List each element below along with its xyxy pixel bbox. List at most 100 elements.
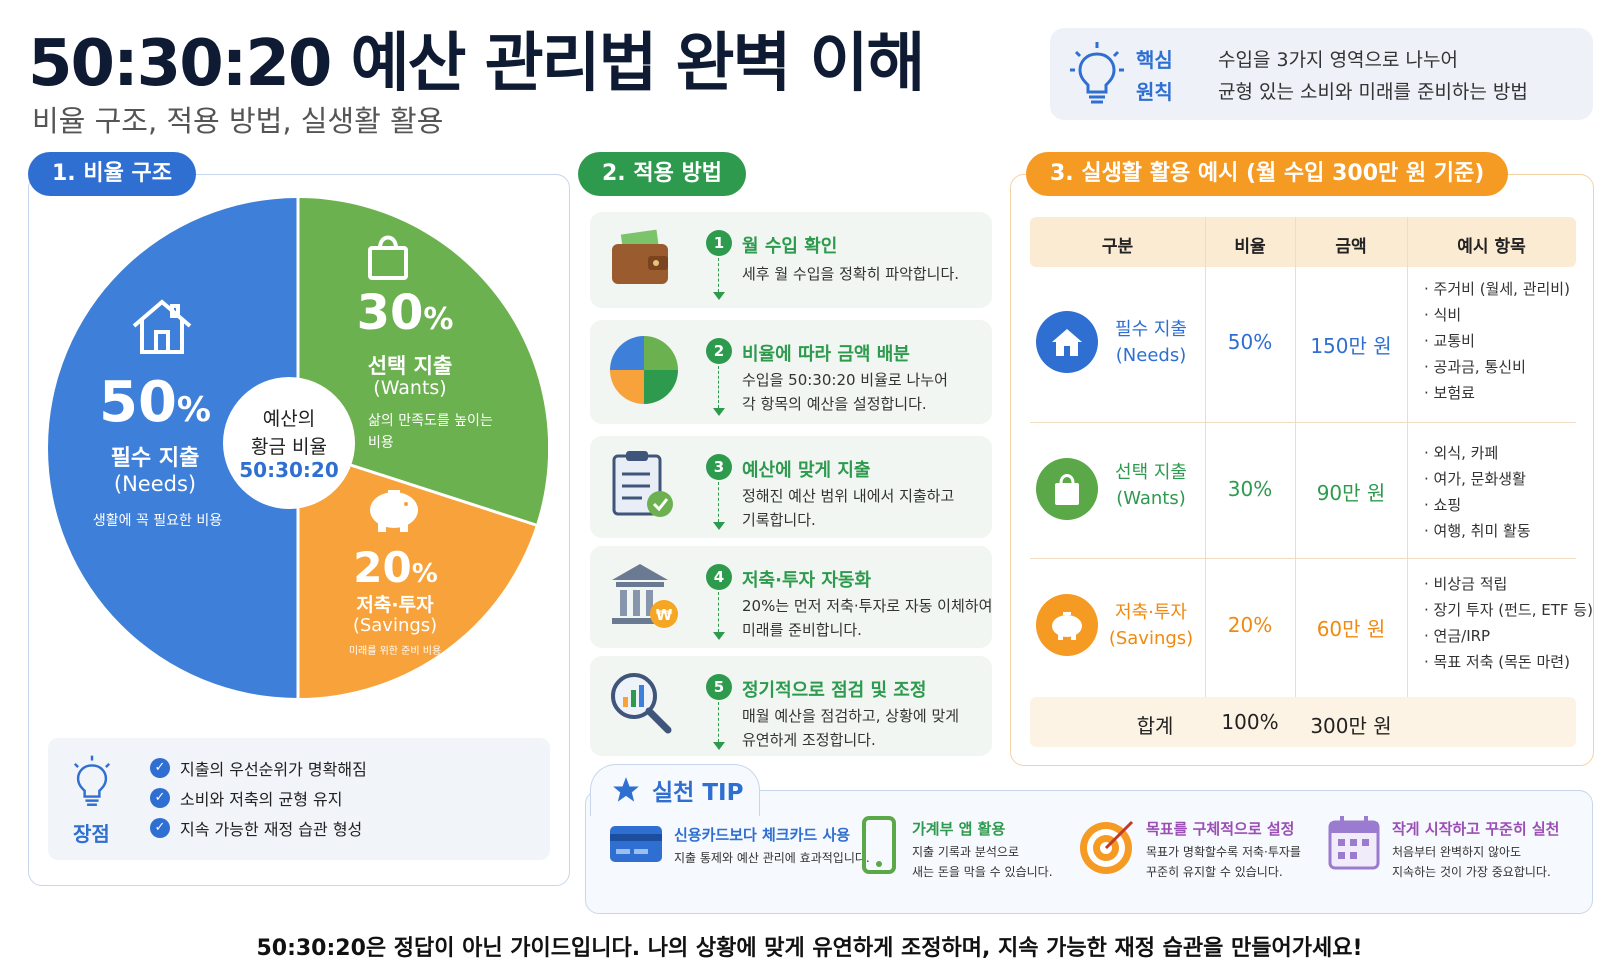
lightbulb-icon (73, 755, 111, 806)
example-item: · 교통비 (1424, 332, 1475, 350)
needs-en: (Needs) (113, 472, 197, 496)
advantages-label: 장점 (73, 822, 110, 846)
wants-en: (Wants) (373, 377, 447, 399)
needs-desc: 생활에 꼭 필요한 비용 (92, 513, 223, 529)
principle-box (1050, 28, 1593, 120)
step-desc-line: 수입을 50:30:20 비율로 나누어 (742, 371, 948, 389)
example-item: · 장기 투자 (펀드, ETF 등) (1424, 601, 1593, 619)
savings-desc: 미래를 위한 준비 비용 (348, 646, 442, 657)
step-connector (718, 592, 719, 632)
piggy-bank-icon (1036, 594, 1098, 656)
table-header (1030, 217, 1576, 267)
total-ratio: 100% (1221, 710, 1279, 734)
arrow-down-icon (713, 742, 725, 750)
pie-chart-icon (610, 336, 678, 404)
tip-desc: 처음부터 완벽하지 않아도 지속하는 것이 가장 중요합니다. (1392, 842, 1551, 882)
total-amount: 300만 원 (1310, 714, 1392, 738)
ratio-cell: 30% (1227, 477, 1273, 501)
savings-percent: 20% (353, 543, 438, 592)
ratio-cell: 20% (1227, 613, 1273, 637)
advantages-box (48, 738, 550, 860)
section-title-ratio: 1. 비율 구조 (28, 152, 196, 196)
principle-text-line: 균형 있는 소비와 미래를 준비하는 방법 (1218, 81, 1528, 103)
example-item: · 연금/IRP (1424, 627, 1491, 645)
step-number: 4 (706, 564, 732, 590)
tip-desc-line: 목표가 명확할수록 저축·투자를 (1146, 845, 1301, 859)
step-desc-line: 20%는 먼저 저축·투자로 자동 이체하여 (742, 597, 993, 615)
category-en: (Wants) (1116, 488, 1186, 509)
example-item: · 외식, 카페 (1424, 444, 1499, 462)
tip-title: 가계부 앱 활용 (912, 820, 1006, 838)
tip-desc: 지출 기록과 분석으로 새는 돈을 막을 수 있습니다. (912, 842, 1053, 882)
ratio-panel (28, 174, 570, 886)
amount-cell: 60만 원 (1316, 617, 1386, 641)
amount-cell: 90만 원 (1316, 481, 1386, 505)
step-connector (718, 702, 719, 742)
tip-desc-line: 꾸준히 유지할 수 있습니다. (1146, 865, 1283, 879)
tip-desc-line: 지출 기록과 분석으로 (912, 845, 1019, 859)
example-item: · 비상금 적립 (1424, 575, 1508, 593)
table-divider (1295, 217, 1296, 747)
page-title: 50:30:20 예산 관리법 완벽 이해 (28, 27, 925, 101)
principle-label: 핵심 원칙 (1136, 44, 1196, 108)
table-total-row (1030, 697, 1576, 747)
arrow-down-icon (713, 632, 725, 640)
wants-desc: 삶의 만족도를 높이는 비용 (368, 410, 493, 454)
advantage-item: ✓ 지속 가능한 재정 습관 형성 (150, 816, 362, 840)
pie-center (223, 377, 355, 509)
step-connector (718, 482, 719, 522)
wants-desc-line: 비용 (368, 435, 394, 451)
category-name: 선택 지출 (Wants) (1096, 460, 1206, 512)
tip-desc-line: 지속하는 것이 가장 중요합니다. (1392, 865, 1551, 879)
table-header-cell: 예시 항목 (1457, 237, 1526, 257)
step-desc-line: 정해진 예산 범위 내에서 지출하고 (742, 487, 955, 505)
pie-slice-savings (298, 448, 536, 698)
example-item: · 보험료 (1424, 384, 1475, 402)
step-desc: 세후 월 수입을 정확히 파악합니다. (742, 265, 960, 283)
arrow-down-icon (713, 522, 725, 530)
category-label: 선택 지출 (1115, 462, 1187, 483)
savings-en: (Savings) (352, 615, 438, 636)
step-number: 5 (706, 674, 732, 700)
arrow-down-icon (713, 292, 725, 300)
advantage-item: ✓ 지출의 우선순위가 명확해짐 (150, 756, 367, 780)
checklist-icon (612, 451, 673, 517)
tip-title: 작게 시작하고 꾸준히 실천 (1392, 820, 1560, 838)
category-label: 저축·투자 (1115, 602, 1187, 623)
step-number: 3 (706, 454, 732, 480)
step-connector (718, 366, 719, 408)
piggy-bank-icon (370, 490, 418, 532)
step-desc: 정해진 예산 범위 내에서 지출하고 기록합니다. (742, 484, 954, 532)
step-title: 정기적으로 점검 및 조정 (742, 680, 927, 701)
tip-desc: 지출 통제와 예산 관리에 효과적입니다. (674, 851, 870, 865)
tip-desc-line: 새는 돈을 막을 수 있습니다. (912, 865, 1053, 879)
step-connector (718, 258, 719, 292)
tip-title: 목표를 구체적으로 설정 (1146, 820, 1295, 838)
wants-percent: 30% (356, 285, 454, 341)
smartphone-icon (862, 816, 896, 874)
category-en: (Needs) (1115, 345, 1187, 366)
footer-message: 50:30:20은 정답이 아닌 가이드입니다. 나의 상황에 맞게 유연하게 … (256, 936, 1363, 961)
example-item: · 목표 저축 (목돈 마련) (1424, 653, 1570, 671)
step-desc: 20%는 먼저 저축·투자로 자동 이체하여 미래를 준비합니다. (742, 594, 992, 642)
page-subtitle: 비율 구조, 적용 방법, 실생활 활용 (32, 104, 444, 138)
table-divider (1407, 217, 1408, 697)
step-desc-line: 각 항목의 예산을 설정합니다. (742, 395, 927, 413)
table-header-cell: 비율 (1234, 237, 1266, 257)
lightbulb-icon (1070, 42, 1124, 104)
step-number: 2 (706, 338, 732, 364)
step-title: 비율에 따라 금액 배분 (742, 344, 910, 365)
needs-percent: 50% (98, 370, 211, 435)
step-title: 월 수입 확인 (742, 236, 838, 257)
pie-slice-needs (48, 198, 298, 698)
step-desc-line: 미래를 준비합니다. (742, 621, 862, 639)
check-icon: ✓ (150, 818, 170, 838)
section-title-method: 2. 적용 방법 (578, 152, 746, 196)
star-icon (613, 777, 639, 802)
card-icon (610, 826, 662, 862)
advantage-text: 지속 가능한 재정 습관 형성 (180, 820, 363, 839)
table-header-cell: 금액 (1335, 237, 1367, 257)
step-card: 5 정기적으로 점검 및 조정 매월 예산을 점검하고, 상황에 맞게 유연하게… (590, 656, 992, 756)
example-list: · 비상금 적립 · 장기 투자 (펀드, ETF 등) · 연금/IRP · … (1424, 571, 1593, 675)
wants-name: 선택 지출 (367, 354, 453, 378)
